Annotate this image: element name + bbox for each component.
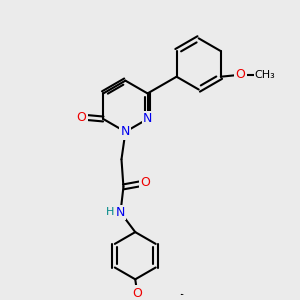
Text: H: H bbox=[106, 207, 114, 218]
Text: O: O bbox=[77, 110, 87, 124]
Text: N: N bbox=[116, 206, 125, 219]
Text: N: N bbox=[143, 112, 152, 125]
Text: O: O bbox=[140, 176, 150, 189]
Text: O: O bbox=[132, 286, 142, 300]
Text: N: N bbox=[121, 125, 130, 138]
Text: CH₃: CH₃ bbox=[255, 70, 275, 80]
Text: O: O bbox=[236, 68, 245, 81]
